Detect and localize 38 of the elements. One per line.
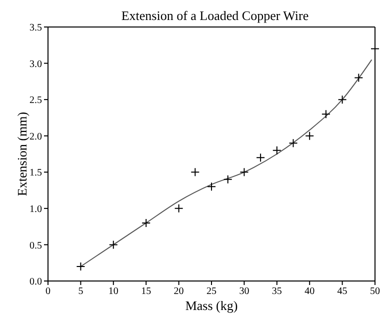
- point: [174, 204, 184, 213]
- line-series: [80, 59, 372, 267]
- chart-title: Extension of a Loaded Copper Wire: [120, 8, 310, 24]
- y-tick-label: 1.0: [30, 204, 42, 215]
- point: [256, 153, 266, 162]
- x-tick-label: 35: [272, 286, 282, 298]
- point: [142, 218, 151, 228]
- x-tick-label: 50: [370, 286, 380, 298]
- x-tick-label: 30: [239, 286, 250, 298]
- y-tick-label: 1.5: [30, 168, 42, 179]
- point: [338, 95, 347, 104]
- point: [76, 262, 86, 271]
- x-tick-label: 45: [337, 286, 348, 298]
- y-axis-title: Extension (mm): [14, 112, 30, 196]
- point: [240, 168, 249, 177]
- point: [305, 131, 314, 140]
- y-tick-label: 0.0: [30, 276, 42, 288]
- point: [207, 182, 216, 192]
- x-tick-label: 20: [174, 286, 184, 298]
- point: [354, 73, 364, 82]
- x-axis-title: Mass (kg): [185, 298, 238, 314]
- y-tick-label: 2.5: [30, 95, 42, 106]
- y-tick-label: 2.0: [30, 131, 42, 142]
- point: [288, 138, 298, 148]
- x-tick-label: 25: [206, 286, 216, 298]
- point: [223, 174, 232, 184]
- x-tick-label: 15: [141, 286, 152, 298]
- point: [321, 110, 330, 119]
- point: [108, 240, 118, 250]
- y-tick-label: 0.5: [30, 240, 42, 252]
- point: [272, 146, 282, 155]
- x-tick-label: 0: [46, 286, 50, 298]
- x-tick-label: 5: [78, 286, 84, 298]
- y-tick-label: 3.0: [30, 58, 42, 70]
- x-tick-label: 40: [304, 286, 315, 298]
- x-tick-label: 10: [108, 286, 118, 298]
- point: [190, 168, 200, 177]
- y-tick-label: 3.5: [30, 22, 42, 34]
